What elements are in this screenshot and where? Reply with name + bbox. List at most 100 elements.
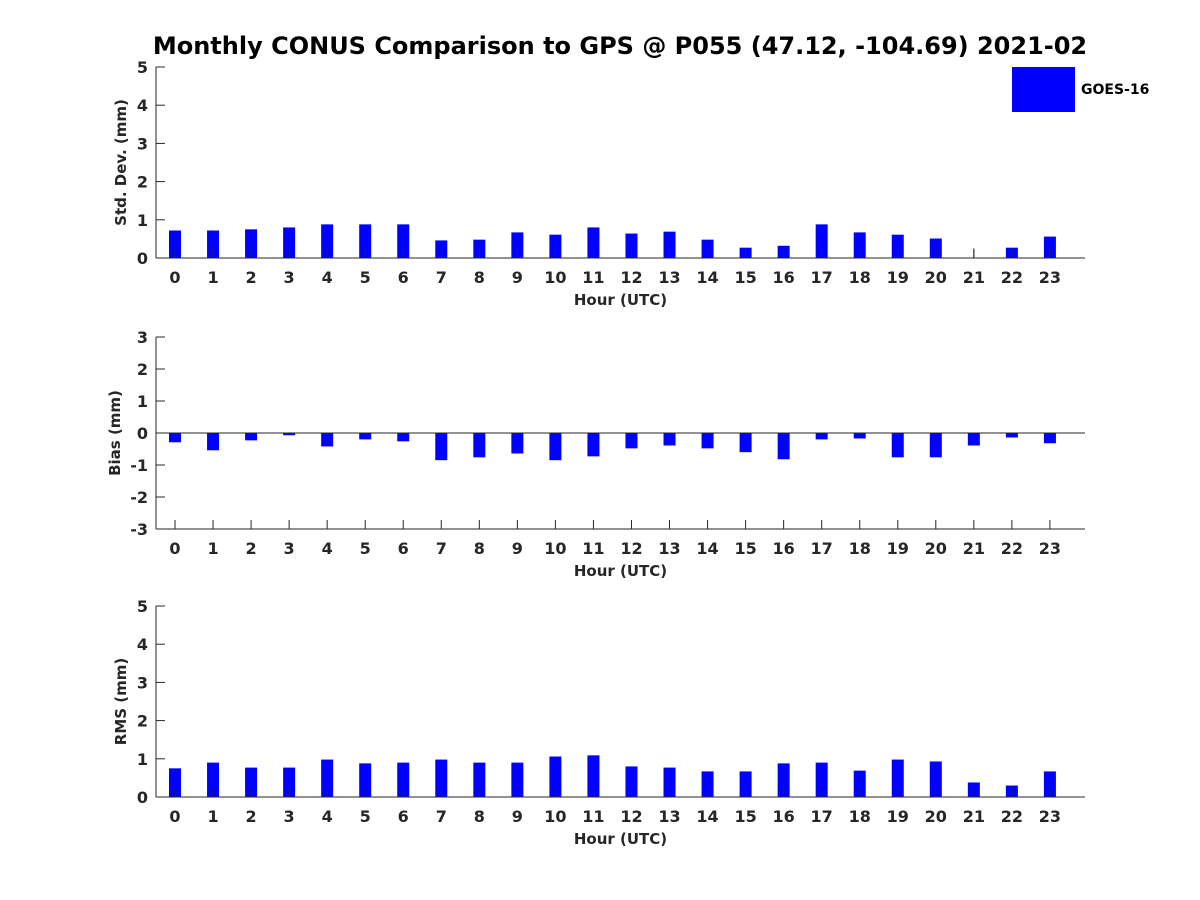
y-tick-label: 3	[137, 328, 148, 347]
x-tick-label: 7	[436, 539, 447, 558]
y-tick-label: -3	[130, 520, 148, 539]
legend-swatch	[1012, 67, 1075, 112]
x-tick-label: 2	[246, 807, 257, 826]
bar-rms-5	[359, 763, 372, 797]
bar-std-dev-19	[891, 234, 904, 258]
bar-std-dev-20	[929, 238, 942, 258]
bar-rms-9	[511, 762, 524, 797]
x-tick-label: 18	[849, 539, 871, 558]
x-tick-label: 1	[207, 268, 218, 287]
x-tick-label: 11	[582, 539, 604, 558]
bar-rms-10	[549, 756, 562, 797]
x-tick-label: 7	[436, 807, 447, 826]
x-tick-label: 21	[963, 539, 985, 558]
x-tick-label: 18	[849, 807, 871, 826]
y-tick-label: 0	[137, 424, 148, 443]
bar-bias-22	[1005, 433, 1018, 438]
x-tick-label: 14	[696, 268, 718, 287]
bar-bias-11	[587, 433, 600, 457]
x-tick-label: 18	[849, 268, 871, 287]
y-tick-label: 5	[137, 597, 148, 616]
x-tick-label: 17	[811, 539, 833, 558]
legend-label: GOES-16	[1081, 82, 1149, 98]
x-tick-label: 3	[284, 539, 295, 558]
bar-rms-23	[1043, 771, 1056, 797]
bar-bias-0	[169, 433, 181, 443]
bar-std-dev-1	[207, 230, 220, 258]
x-axis-label: Hour (UTC)	[574, 562, 667, 580]
y-tick-label: 0	[137, 788, 148, 807]
y-tick-label: 1	[137, 392, 148, 411]
x-tick-label: 0	[169, 268, 180, 287]
x-tick-label: 15	[734, 539, 756, 558]
bar-std-dev-6	[397, 224, 410, 258]
bar-rms-11	[587, 755, 600, 797]
bar-std-dev-3	[283, 227, 296, 258]
x-tick-label: 13	[658, 807, 680, 826]
y-axis-label: Std. Dev. (mm)	[112, 99, 130, 226]
y-tick-label: -2	[130, 488, 148, 507]
bar-rms-1	[207, 762, 220, 797]
x-tick-label: 10	[544, 539, 566, 558]
bar-bias-15	[739, 433, 752, 453]
y-tick-label: 2	[137, 360, 148, 379]
x-tick-label: 12	[620, 268, 642, 287]
y-axis-label: RMS (mm)	[112, 658, 130, 745]
bar-bias-5	[359, 433, 372, 440]
x-tick-label: 3	[284, 807, 295, 826]
x-tick-label: 0	[169, 807, 180, 826]
y-tick-label: 4	[137, 96, 148, 115]
y-tick-label: 2	[137, 712, 148, 731]
bar-rms-8	[473, 762, 486, 797]
bar-bias-8	[473, 433, 486, 458]
bar-rms-19	[891, 759, 904, 797]
x-tick-label: 8	[474, 268, 485, 287]
x-tick-label: 14	[696, 807, 718, 826]
bar-rms-7	[435, 759, 448, 797]
x-tick-label: 15	[734, 268, 756, 287]
bar-bias-6	[397, 433, 410, 442]
bar-bias-20	[929, 433, 942, 458]
bar-rms-0	[169, 768, 181, 797]
bar-rms-15	[739, 771, 752, 797]
bar-rms-4	[321, 759, 334, 797]
bar-bias-9	[511, 433, 524, 454]
x-tick-label: 14	[696, 539, 718, 558]
x-tick-label: 10	[544, 268, 566, 287]
x-tick-label: 22	[1001, 539, 1023, 558]
x-tick-label: 13	[658, 268, 680, 287]
bar-std-dev-8	[473, 239, 486, 258]
x-tick-label: 13	[658, 539, 680, 558]
x-tick-label: 20	[925, 268, 947, 287]
bar-std-dev-14	[701, 239, 714, 258]
x-tick-label: 6	[398, 807, 409, 826]
bar-std-dev-17	[815, 224, 828, 258]
bar-bias-19	[891, 433, 904, 458]
x-tick-label: 9	[512, 807, 523, 826]
bar-rms-14	[701, 771, 714, 797]
x-tick-label: 21	[963, 807, 985, 826]
x-tick-label: 16	[773, 268, 795, 287]
x-tick-label: 6	[398, 268, 409, 287]
y-tick-label: 3	[137, 673, 148, 692]
x-tick-label: 22	[1001, 268, 1023, 287]
x-tick-label: 2	[246, 539, 257, 558]
y-tick-label: 1	[137, 750, 148, 769]
bar-rms-12	[625, 766, 638, 797]
bar-bias-7	[435, 433, 448, 461]
bar-bias-14	[701, 433, 714, 449]
bar-std-dev-13	[663, 231, 676, 258]
x-tick-label: 4	[322, 539, 333, 558]
bar-bias-23	[1043, 433, 1056, 444]
x-tick-label: 11	[582, 807, 604, 826]
y-tick-label: 5	[137, 58, 148, 77]
bar-std-dev-5	[359, 224, 372, 258]
bar-std-dev-0	[169, 230, 181, 258]
y-tick-label: 0	[137, 249, 148, 268]
bar-rms-18	[853, 770, 866, 797]
bar-bias-1	[207, 433, 220, 451]
bar-rms-3	[283, 767, 296, 797]
x-tick-label: 15	[734, 807, 756, 826]
